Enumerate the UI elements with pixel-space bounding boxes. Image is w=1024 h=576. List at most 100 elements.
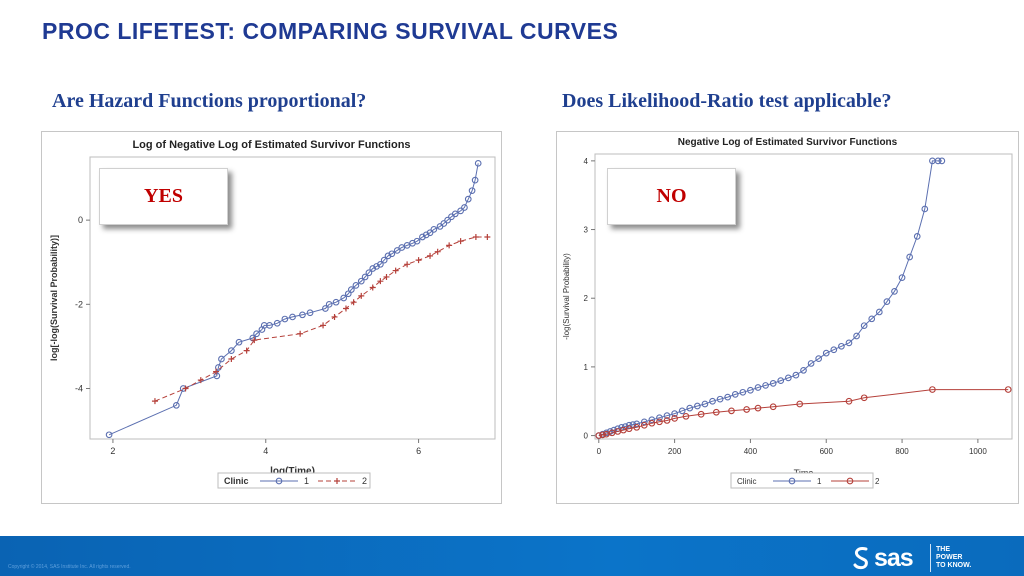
data-point: [599, 431, 606, 439]
data-point: [625, 421, 633, 429]
data-point: [682, 412, 690, 420]
x-tick-label: 400: [744, 447, 758, 456]
data-point: [822, 349, 830, 357]
data-point: [299, 311, 306, 319]
data-point: [648, 416, 656, 424]
left-chart-panel: Log of Negative Log of Estimated Survivo…: [41, 131, 502, 504]
data-point: [860, 322, 868, 330]
data-point: [656, 414, 663, 422]
data-point: [484, 233, 491, 240]
y-axis-label: log[-log(Survival Probability)]: [49, 235, 59, 361]
right-subtitle: Does Likelihood-Ratio test applicable?: [562, 90, 892, 112]
data-point: [640, 421, 648, 429]
tagline-line-1: THE: [936, 546, 950, 553]
data-point: [377, 278, 384, 285]
legend-title: Clinic: [224, 476, 249, 486]
data-point: [172, 401, 180, 409]
data-point: [243, 347, 250, 354]
legend-label-1: 1: [304, 476, 309, 486]
data-point: [830, 346, 838, 354]
yes-badge: YES: [99, 168, 228, 225]
legend-marker-2: [334, 478, 340, 484]
tagline-line-3: TO KNOW.: [936, 562, 972, 569]
data-point: [105, 431, 113, 439]
data-point: [875, 308, 883, 316]
y-tick-label: 0: [584, 432, 589, 441]
legend-marker-1: [275, 477, 283, 485]
data-point: [322, 305, 329, 312]
chart-title: Negative Log of Estimated Survivor Funct…: [678, 137, 898, 148]
data-point: [471, 176, 479, 184]
data-point: [426, 229, 434, 237]
logo-divider: [930, 544, 931, 572]
data-point: [728, 407, 735, 415]
data-point: [430, 226, 438, 233]
data-point: [883, 298, 891, 306]
data-point: [743, 406, 750, 413]
copyright-text: Copyright © 2014, SAS Institute Inc. All…: [8, 564, 131, 570]
data-point: [369, 284, 376, 291]
right-chart-panel: Negative Log of Estimated Survivor Funct…: [556, 131, 1019, 504]
chart-title: Log of Negative Log of Estimated Survivo…: [132, 139, 410, 151]
data-point: [769, 380, 777, 387]
logo-tagline: THE POWER TO KNOW.: [936, 546, 971, 570]
data-point: [358, 292, 365, 299]
data-point: [197, 377, 204, 384]
data-point: [249, 334, 257, 342]
data-point: [392, 267, 399, 274]
data-point: [697, 410, 705, 418]
data-point: [472, 233, 479, 240]
data-point: [754, 384, 762, 391]
data-point: [289, 313, 296, 321]
data-point: [457, 238, 464, 245]
data-point: [332, 298, 340, 306]
data-point: [633, 420, 641, 428]
data-point: [306, 309, 314, 317]
data-point: [446, 242, 453, 249]
data-point: [281, 315, 289, 323]
series-1: [105, 159, 482, 439]
data-point: [474, 159, 482, 167]
data-point: [663, 417, 671, 424]
no-badge: NO: [607, 168, 736, 225]
data-point: [228, 347, 235, 354]
legend: Clinic 1 2: [730, 472, 880, 489]
data-point: [815, 355, 823, 363]
legend: Clinic 1 2: [217, 472, 371, 489]
data-point: [297, 330, 304, 337]
data-point: [853, 332, 860, 340]
y-tick-label: 4: [584, 157, 589, 166]
data-point: [724, 393, 732, 401]
data-point: [457, 207, 464, 215]
data-point: [678, 407, 686, 415]
data-point: [796, 400, 804, 408]
data-point: [731, 391, 739, 398]
data-point: [388, 250, 396, 258]
x-tick-label: 4: [263, 446, 268, 456]
data-point: [898, 274, 906, 281]
data-point: [151, 398, 158, 405]
data-point: [377, 260, 384, 268]
x-tick-label: 0: [597, 447, 602, 456]
data-point: [347, 286, 355, 293]
x-tick-label: 1000: [969, 447, 987, 456]
data-point: [251, 337, 258, 344]
data-point: [633, 423, 641, 431]
data-point: [352, 282, 360, 289]
data-point: [671, 410, 678, 417]
sas-logo-text: sas: [874, 544, 914, 572]
data-point: [444, 216, 451, 224]
data-point: [595, 432, 603, 439]
data-point: [929, 386, 936, 393]
x-tick-label: 6: [416, 446, 421, 456]
data-point: [906, 253, 913, 261]
legend-label-2: 2: [362, 476, 367, 486]
data-point: [671, 415, 678, 422]
data-point: [845, 397, 853, 405]
data-point: [747, 386, 754, 394]
data-point: [754, 404, 762, 412]
data-point: [792, 371, 800, 379]
data-point: [182, 385, 189, 392]
data-point: [468, 187, 476, 195]
left-subtitle: Are Hazard Functions proportional?: [52, 90, 367, 112]
